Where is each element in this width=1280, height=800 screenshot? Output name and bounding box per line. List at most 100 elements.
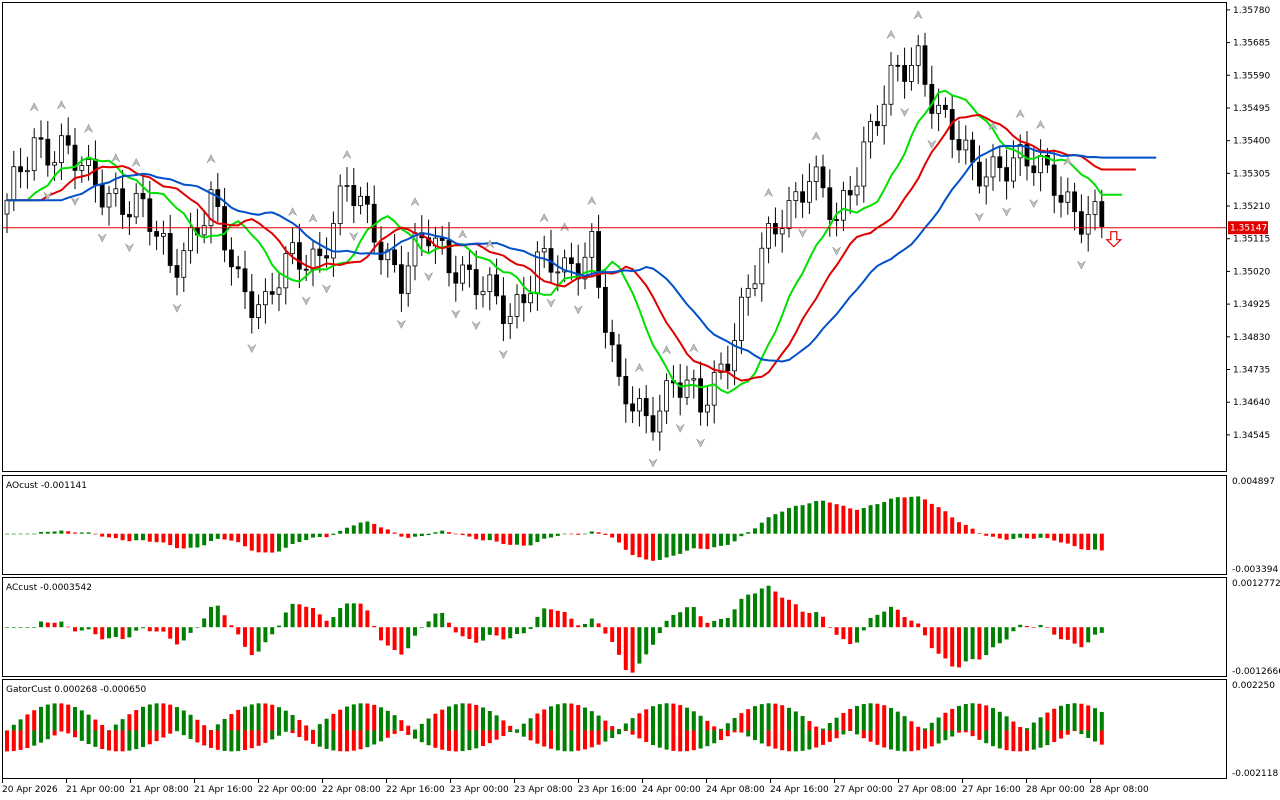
ao-bar: [168, 533, 173, 546]
candle-body: [841, 190, 846, 221]
ao-bar: [868, 505, 873, 534]
gator-upper-bar: [576, 705, 581, 731]
ao-bar: [351, 525, 356, 534]
gator-lower-bar: [732, 730, 737, 733]
gator-lower-bar: [848, 730, 853, 732]
gator-lower-bar: [984, 730, 989, 744]
fractal-down-icon: [975, 212, 984, 222]
gator-upper-bar: [651, 706, 655, 731]
candle-body: [1024, 144, 1030, 167]
ac-bar: [270, 627, 275, 635]
gator-lower-bar: [1099, 730, 1104, 745]
ao-bar: [188, 533, 193, 548]
ao-bar: [1025, 533, 1029, 539]
ac-bar: [827, 627, 832, 628]
gator-lower-bar: [759, 730, 764, 744]
ao-bar: [440, 530, 445, 534]
gator-lower-bar: [154, 730, 159, 742]
candle-body: [664, 380, 669, 412]
gator-upper-bar: [487, 710, 492, 731]
gator-lower-bar: [787, 730, 791, 752]
gator-lower-bar: [175, 730, 179, 732]
candle-body: [759, 247, 765, 285]
ao-bar: [59, 530, 64, 534]
ac-bar: [379, 627, 383, 641]
candle-body: [705, 404, 710, 413]
ao-bar: [433, 532, 438, 534]
candle-body: [24, 170, 30, 173]
candle-body: [276, 287, 282, 295]
gator-upper-bar: [1093, 708, 1097, 731]
ac-bar: [311, 607, 315, 628]
ao-bar: [773, 514, 778, 534]
gator-lower-bar: [283, 730, 288, 732]
gator-lower-bar: [134, 730, 139, 750]
gator-upper-bar: [555, 704, 560, 731]
ac-bar: [399, 627, 404, 655]
ac-bar: [481, 627, 485, 641]
ao-bar: [1018, 533, 1023, 538]
gator-upper-bar: [1018, 727, 1023, 731]
ao-bar: [644, 533, 649, 560]
candle-body: [72, 144, 78, 171]
ao-bar: [977, 533, 982, 534]
price-tick-label: 1.35400: [1233, 137, 1270, 147]
gator-lower-bar: [909, 730, 914, 752]
ac-max-label: 0.0012772: [1232, 579, 1280, 589]
gator-lower-bar: [957, 730, 961, 733]
gator-lower-bar: [399, 730, 404, 732]
ao-bar: [841, 505, 846, 534]
ac-bar: [453, 627, 458, 633]
ac-bar: [141, 627, 145, 629]
gator-upper-bar: [542, 709, 547, 731]
gator-upper-bar: [283, 710, 288, 731]
ac-bar: [753, 593, 757, 628]
candle-body: [487, 274, 493, 292]
ao-bar: [256, 533, 261, 553]
ao-bar: [746, 532, 751, 534]
gator-upper-bar: [447, 706, 451, 731]
ao-bar: [535, 533, 540, 543]
ac-bar: [324, 620, 329, 628]
price-tick-label: 1.34925: [1233, 300, 1270, 310]
ac-bar: [1072, 627, 1077, 644]
ma-mid-line: [7, 113, 1136, 382]
time-tick-label: 23 Apr 00:00: [450, 785, 509, 795]
ao-bar: [1052, 533, 1057, 541]
gator-upper-bar: [317, 724, 322, 731]
ao-bar: [603, 533, 608, 535]
ao-bar: [277, 533, 281, 552]
ao-bar: [229, 533, 234, 541]
time-tick-label: 24 Apr 16:00: [770, 785, 829, 795]
ao-min-label: -0.003394: [1232, 565, 1278, 575]
candle-body: [725, 363, 731, 372]
candle-body: [929, 83, 935, 114]
candle-body: [330, 223, 336, 259]
price-tick-label: 1.35495: [1233, 104, 1270, 114]
gator-upper-bar: [181, 710, 186, 731]
ao-bar: [793, 505, 798, 534]
gator-upper-bar: [970, 703, 975, 731]
ao-bar: [651, 533, 655, 561]
candle-body: [589, 231, 595, 258]
candle-body: [936, 104, 941, 114]
gator-lower-bar: [1072, 730, 1077, 732]
candle-body: [637, 398, 642, 412]
gator-lower-bar: [1011, 730, 1016, 752]
gator-lower-bar: [705, 730, 710, 747]
ac-bar: [100, 627, 105, 640]
fractal-up-icon: [689, 343, 699, 352]
price-tick-label: 1.35780: [1233, 6, 1270, 16]
fractal-down-icon: [1002, 207, 1011, 217]
gator-upper-bar: [236, 709, 241, 731]
gator-upper-bar: [848, 709, 853, 731]
ao-bar: [25, 533, 30, 535]
gator-lower-bar: [725, 730, 730, 737]
ac-bar: [419, 627, 424, 628]
gator-upper-bar: [290, 714, 295, 731]
ao-bar: [1031, 533, 1036, 539]
gator-lower-bar: [39, 730, 43, 743]
gator-upper-bar: [868, 703, 873, 731]
ao-bar: [501, 533, 506, 545]
